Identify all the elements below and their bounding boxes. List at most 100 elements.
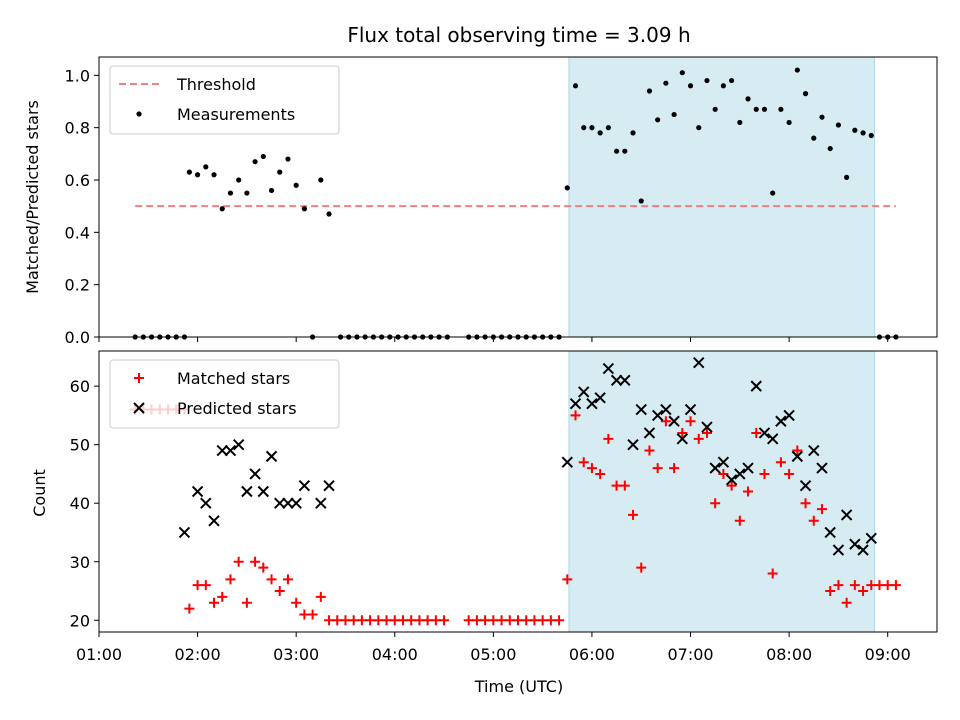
predicted-star-point — [742, 462, 754, 474]
predicted-star-point — [578, 386, 590, 398]
x-tick-label: 09:00 — [865, 645, 911, 664]
predicted-star-point — [241, 485, 253, 498]
predicted-star-point — [824, 526, 836, 539]
predicted-star-point — [602, 362, 615, 375]
measurement-point — [318, 177, 324, 183]
legend-label: Measurements — [177, 105, 295, 124]
predicted-star-point — [290, 497, 302, 509]
matched-star-point — [767, 568, 778, 579]
predicted-star-point — [676, 433, 689, 445]
predicted-star-point — [298, 479, 311, 492]
matched-star-point — [266, 574, 277, 585]
matched-star-point — [652, 463, 663, 474]
measurement-point — [844, 174, 850, 180]
predicted-star-point — [569, 397, 582, 410]
predicted-star-point — [849, 538, 861, 550]
matched-star-point — [792, 445, 803, 456]
measurement-point — [704, 77, 710, 84]
measurement-point — [794, 67, 800, 73]
axes-frame — [98, 56, 938, 338]
matched-star-point — [808, 515, 819, 526]
matched-star-point — [291, 597, 302, 608]
measurement-point — [301, 206, 307, 212]
legend-label: Predicted stars — [177, 399, 297, 418]
matched-star-point — [660, 416, 671, 427]
measurement-point — [203, 164, 209, 170]
predicted-star-point — [216, 444, 228, 457]
matched-star-point — [693, 433, 704, 444]
measurement-point — [260, 153, 266, 160]
measurement-point — [597, 130, 603, 136]
measurement-point — [860, 130, 866, 136]
measurement-point — [581, 125, 587, 131]
matched-star-point — [209, 597, 220, 608]
matched-star-point — [718, 468, 729, 479]
predicted-star-point — [315, 497, 327, 509]
matched-star-point — [619, 480, 630, 491]
observing-window-span — [568, 350, 876, 633]
measurement-point — [613, 148, 620, 154]
measurement-point — [663, 80, 669, 86]
matched-star-point — [734, 515, 745, 526]
y-tick-label: 20 — [70, 611, 90, 630]
matched-star-point — [439, 615, 450, 626]
measurement-point — [745, 96, 751, 102]
legend-box — [109, 65, 340, 135]
matched-star-point — [274, 586, 285, 597]
predicted-star-point — [191, 485, 204, 498]
predicted-star-point — [808, 444, 820, 457]
matched-star-point — [258, 562, 269, 573]
matched-star-point — [825, 586, 836, 597]
predicted-star-point — [561, 456, 574, 468]
matched-star-point — [241, 597, 252, 608]
matched-star-point — [628, 509, 639, 520]
matched-star-point — [184, 603, 195, 614]
x-tick-label: 02:00 — [175, 645, 221, 664]
matched-star-point — [636, 562, 647, 573]
predicted-star-point — [717, 456, 730, 468]
matched-star-point — [200, 580, 211, 591]
x-tick-label: 08:00 — [766, 645, 812, 664]
matched-star-point — [562, 574, 573, 585]
matched-star-point — [784, 468, 795, 479]
bottom-panel: 20 30 40 50 60 01:00 02:00 03:00 04:00 05:00 06:00… — [70, 350, 938, 664]
predicted-star-point — [610, 374, 623, 386]
predicted-star-point — [701, 421, 713, 433]
y-tick-label: 40 — [70, 494, 90, 513]
predicted-star-point — [857, 544, 869, 556]
matched-star-point — [677, 427, 688, 438]
bottom-y-axis-label: Count — [30, 469, 49, 517]
measurement-point — [811, 135, 817, 141]
matched-star-point — [710, 498, 721, 509]
y-tick-label: 1.0 — [65, 66, 90, 85]
matched-star-point — [849, 580, 860, 591]
predicted-star-point — [783, 409, 795, 422]
series-x — [178, 357, 877, 556]
measurement-point — [761, 106, 768, 112]
predicted-star-point — [323, 479, 335, 492]
matched-star-point — [800, 498, 811, 509]
measurement-point — [186, 169, 192, 175]
predicted-star-point — [635, 403, 647, 416]
matched-star-point — [570, 410, 581, 421]
measurement-point — [194, 172, 201, 178]
measurement-point — [227, 190, 234, 196]
predicted-star-point — [200, 497, 212, 509]
top-y-axis-label: Matched/Predicted stars — [23, 100, 42, 294]
matched-star-point — [307, 609, 318, 620]
measurement-point — [277, 169, 283, 175]
measurement-point — [679, 70, 685, 76]
measurement-point — [778, 106, 784, 112]
matched-star-point — [685, 416, 696, 427]
predicted-star-point — [274, 497, 286, 509]
predicted-star-point — [832, 544, 845, 556]
matched-star-point — [833, 580, 844, 591]
matched-star-point — [315, 591, 326, 602]
predicted-star-point — [734, 468, 746, 480]
measurement-point — [786, 119, 792, 126]
legend: Threshold Measurements — [109, 65, 340, 135]
x-tick-label: 05:00 — [470, 645, 516, 664]
predicted-star-point — [594, 392, 606, 404]
measurement-point — [712, 106, 718, 112]
legend-matched-swatch — [134, 373, 144, 383]
